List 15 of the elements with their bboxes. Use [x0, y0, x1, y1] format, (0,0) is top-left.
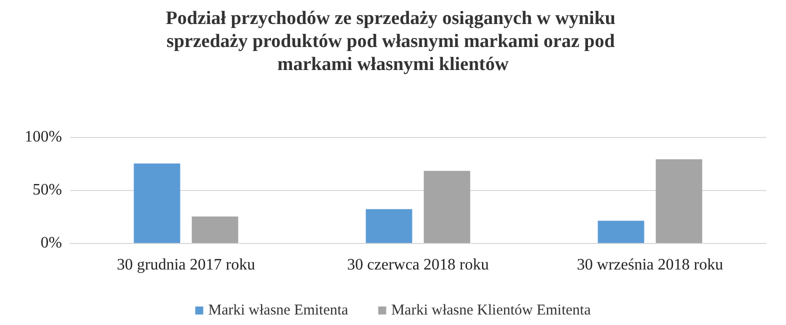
legend-label: Marki własne Klientów Emitenta [391, 302, 592, 318]
bar [424, 170, 470, 243]
bar [366, 209, 412, 243]
chart-title: Podział przychodów ze sprzedaży osiąganych w wyniku sprzedaży produktów pod własnymi markami oraz pod markami własnymi klientów [166, 8, 620, 75]
legend-label: Marki własne Emitenta [208, 302, 349, 318]
bar [598, 220, 644, 243]
bar [192, 216, 238, 243]
x-tick-label: 30 września 2018 roku [576, 256, 724, 274]
bar [656, 159, 702, 243]
x-tick-label: 30 grudnia 2017 roku [116, 256, 256, 274]
bar [134, 164, 180, 243]
y-tick-label: 50% [32, 182, 62, 198]
x-tick-label: 30 czerwca 2018 roku [347, 256, 489, 274]
y-tick-label: 100% [24, 128, 62, 146]
y-tick-label: 0% [40, 234, 62, 252]
